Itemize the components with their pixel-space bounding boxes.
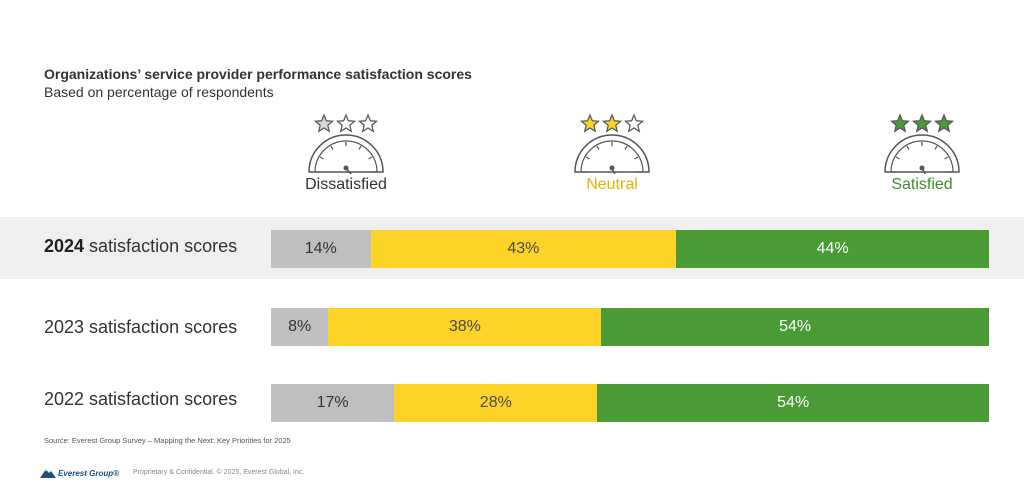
- star-icon: [335, 113, 357, 133]
- gauge-icon: [574, 134, 650, 174]
- gauge-icon: [308, 134, 384, 174]
- star-icon: [623, 113, 645, 133]
- mountain-icon: [40, 469, 56, 478]
- star-icon: [579, 113, 601, 133]
- chart-subtitle: Based on percentage of respondents: [44, 84, 274, 100]
- source-note: Source: Everest Group Survey – Mapping t…: [44, 436, 291, 445]
- bar-segment-dissatisfied: 8%: [271, 308, 329, 346]
- footer: Everest Group® Proprietary & Confidentia…: [40, 462, 304, 482]
- row-label-2023: 2023 satisfaction scores: [44, 317, 237, 338]
- row-label-2022: 2022 satisfaction scores: [44, 389, 237, 410]
- data-label: 17%: [316, 394, 349, 411]
- gauge-icon: [884, 134, 960, 174]
- data-label: 54%: [779, 318, 812, 335]
- bar-segment-neutral: 28%: [394, 384, 598, 422]
- bar-segment-satisfied: 54%: [597, 384, 989, 422]
- star-icon: [313, 113, 335, 133]
- data-label: 54%: [777, 394, 810, 411]
- legend-satisfied: Satisfied: [862, 112, 982, 194]
- star-rating-icon: [313, 113, 379, 133]
- star-icon: [601, 113, 623, 133]
- bar-segment-satisfied: 54%: [601, 308, 989, 346]
- row-year: 2022: [44, 389, 85, 409]
- row-suffix: satisfaction scores: [84, 317, 238, 337]
- data-label: 8%: [288, 318, 312, 335]
- row-year: 2024: [44, 236, 85, 256]
- bar-2023: 8% 38% 54%: [271, 308, 989, 346]
- legend-label-satisfied: Satisfied: [891, 176, 953, 193]
- copyright: Proprietary & Confidential. © 2025, Ever…: [133, 468, 305, 476]
- legend-label-dissatisfied: Dissatisfied: [305, 176, 387, 193]
- logo-text: Everest Group®: [58, 469, 120, 478]
- legend-dissatisfied: Dissatisfied: [286, 112, 406, 194]
- legend-neutral: Neutral: [552, 112, 672, 194]
- bar-segment-neutral: 38%: [328, 308, 602, 346]
- data-label: 44%: [816, 240, 849, 257]
- row-year: 2023: [44, 317, 85, 337]
- bar-segment-neutral: 43%: [370, 230, 677, 268]
- data-label: 14%: [304, 240, 337, 257]
- star-icon: [357, 113, 379, 133]
- star-icon: [889, 113, 911, 133]
- data-label: 28%: [479, 394, 512, 411]
- star-rating-icon: [579, 113, 645, 133]
- legend-label-neutral: Neutral: [586, 176, 638, 193]
- row-label-2024: 2024 satisfaction scores: [44, 236, 237, 257]
- chart-title: Organizations’ service provider performa…: [44, 66, 472, 82]
- bar-segment-satisfied: 44%: [676, 230, 989, 268]
- star-rating-icon: [889, 113, 955, 133]
- star-icon: [911, 113, 933, 133]
- row-suffix: satisfaction scores: [84, 389, 238, 409]
- everest-logo: Everest Group®: [40, 466, 119, 478]
- bar-segment-dissatisfied: 17%: [271, 384, 395, 422]
- data-label: 43%: [507, 240, 540, 257]
- bar-2022: 17% 28% 54%: [271, 384, 989, 422]
- bar-segment-dissatisfied: 14%: [271, 230, 371, 268]
- star-icon: [933, 113, 955, 133]
- data-label: 38%: [448, 318, 481, 335]
- bar-2024: 14% 43% 44%: [271, 230, 989, 268]
- row-suffix: satisfaction scores: [84, 236, 238, 256]
